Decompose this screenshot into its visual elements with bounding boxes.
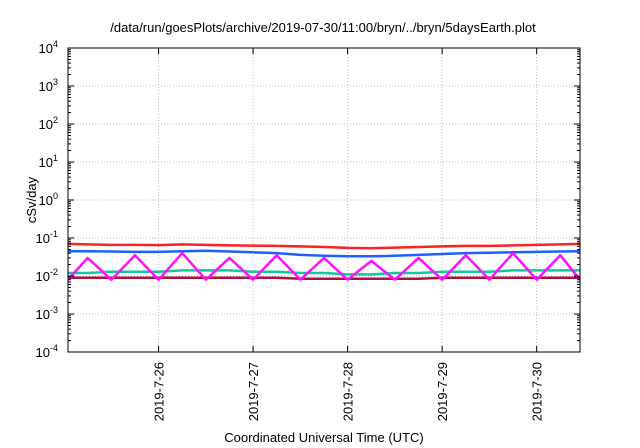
series-line-5 [67,251,581,281]
y-tick-exponent: 1 [53,153,58,163]
y-tick-label: 102 [39,115,58,132]
grid [68,48,580,352]
y-tick-exponent: -2 [50,267,58,277]
y-axis-label: cSv/day [24,176,39,223]
x-tick-label: 2019-7-27 [246,362,261,421]
y-tick-base: 10 [39,193,53,208]
y-tick-base: 10 [36,307,50,322]
y-tick-label: 103 [39,77,58,94]
y-tick-exponent: 0 [53,191,58,201]
series-line-1 [67,242,581,250]
y-tick-exponent: -3 [50,305,58,315]
y-tick-label: 101 [39,153,58,170]
series-line-4 [68,276,580,280]
y-tick-exponent: 4 [53,39,58,49]
y-tick-label: 10-4 [36,343,58,360]
x-tick-label: 2019-7-26 [152,362,167,421]
y-tick-base: 10 [39,117,53,132]
y-tick-label: 10-3 [36,305,58,322]
y-tick-base: 10 [39,79,53,94]
y-tick-label: 100 [39,191,58,208]
y-tick-base: 10 [36,269,50,284]
chart-title: /data/run/goesPlots/archive/2019-07-30/1… [110,20,536,35]
y-tick-exponent: -1 [50,229,58,239]
x-tick-label: 2019-7-28 [341,362,356,421]
y-tick-exponent: -4 [50,343,58,353]
y-tick-label: 10-1 [36,229,58,246]
y-tick-exponent: 2 [53,115,58,125]
series-group [67,242,581,281]
y-tick-exponent: 3 [53,77,58,87]
series-line-3 [68,269,580,276]
series-line-2 [68,249,581,258]
x-axis: 2019-7-26 2019-7-27 2019-7-28 2019-7-29 2019… [152,48,545,421]
x-axis-label: Coordinated Universal Time (UTC) [224,430,423,445]
y-tick-base: 10 [36,231,50,246]
y-tick-label: 10-2 [36,267,58,284]
y-tick-base: 10 [39,41,53,56]
y-tick-base: 10 [39,155,53,170]
x-tick-label: 2019-7-30 [530,362,545,421]
x-tick-label: 2019-7-29 [435,362,450,421]
y-tick-base: 10 [36,345,50,360]
y-tick-label: 104 [39,39,58,56]
